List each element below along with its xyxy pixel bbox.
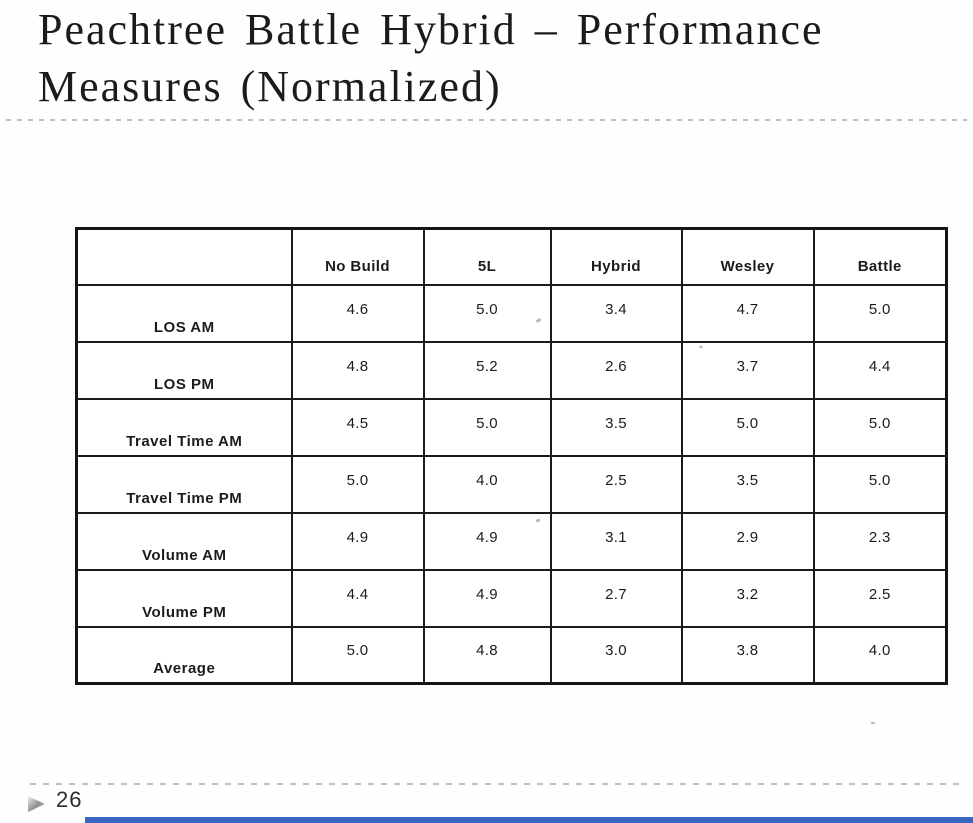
- col-header-battle: Battle: [812, 227, 948, 286]
- cell-value: 4.5: [290, 397, 425, 457]
- table-header-row: No Build 5L Hybrid Wesley Battle: [75, 227, 948, 286]
- table-row-average: Average 5.0 4.8 3.0 3.8 4.0: [75, 625, 948, 685]
- table-row-travel-time-am: Travel Time AM 4.5 5.0 3.5 5.0 5.0: [75, 397, 948, 457]
- cell-value: 4.9: [422, 511, 552, 571]
- cell-value: 5.0: [812, 283, 948, 343]
- table-row-los-pm: LOS PM 4.8 5.2 2.6 3.7 4.4: [75, 340, 948, 400]
- bottom-accent-bar: [85, 817, 973, 823]
- col-header-5l: 5L: [422, 227, 552, 286]
- cell-value: 5.0: [290, 454, 425, 514]
- page-number: 26: [56, 787, 83, 812]
- cell-value: 4.0: [422, 454, 552, 514]
- cell-value: 2.3: [812, 511, 948, 571]
- cell-value: 3.2: [680, 568, 815, 628]
- cell-value: 5.0: [422, 283, 552, 343]
- corner-cell: [75, 227, 293, 286]
- cell-value: 2.9: [680, 511, 815, 571]
- cell-value: 4.6: [290, 283, 425, 343]
- row-label: LOS PM: [75, 340, 293, 400]
- title-divider: [6, 119, 967, 121]
- cell-value: 3.5: [680, 454, 815, 514]
- scan-speck: [871, 722, 875, 724]
- cell-value: 4.7: [680, 283, 815, 343]
- performance-table: No Build 5L Hybrid Wesley Battle LOS AM …: [75, 227, 948, 685]
- arrow-bullet-icon: [28, 796, 45, 812]
- cell-value: 2.5: [549, 454, 683, 514]
- col-header-no-build: No Build: [290, 227, 425, 286]
- footer-divider: [30, 783, 966, 785]
- cell-value: 5.0: [812, 397, 948, 457]
- col-header-wesley: Wesley: [680, 227, 815, 286]
- cell-value: 5.0: [422, 397, 552, 457]
- cell-value: 5.0: [680, 397, 815, 457]
- row-label: LOS AM: [75, 283, 293, 343]
- cell-value: 2.5: [812, 568, 948, 628]
- cell-value: 4.0: [812, 625, 948, 685]
- row-label: Average: [75, 625, 293, 685]
- row-label: Volume AM: [75, 511, 293, 571]
- cell-value: 4.4: [812, 340, 948, 400]
- cell-value: 4.8: [422, 625, 552, 685]
- cell-value: 4.9: [290, 511, 425, 571]
- cell-value: 3.8: [680, 625, 815, 685]
- cell-value: 4.8: [290, 340, 425, 400]
- cell-value: 4.4: [290, 568, 425, 628]
- cell-value: 3.4: [549, 283, 683, 343]
- table-row-volume-am: Volume AM 4.9 4.9 3.1 2.9 2.3: [75, 511, 948, 571]
- table-row-los-am: LOS AM 4.6 5.0 3.4 4.7 5.0: [75, 283, 948, 343]
- row-label: Travel Time PM: [75, 454, 293, 514]
- cell-value: 5.2: [422, 340, 552, 400]
- cell-value: 3.1: [549, 511, 683, 571]
- table-row-volume-pm: Volume PM 4.4 4.9 2.7 3.2 2.5: [75, 568, 948, 628]
- cell-value: 3.7: [680, 340, 815, 400]
- page-title: Peachtree Battle Hybrid – Performance Me…: [38, 5, 824, 111]
- row-label: Travel Time AM: [75, 397, 293, 457]
- cell-value: 2.7: [549, 568, 683, 628]
- cell-value: 3.0: [549, 625, 683, 685]
- cell-value: 4.9: [422, 568, 552, 628]
- row-label: Volume PM: [75, 568, 293, 628]
- cell-value: 3.5: [549, 397, 683, 457]
- table-row-travel-time-pm: Travel Time PM 5.0 4.0 2.5 3.5 5.0: [75, 454, 948, 514]
- cell-value: 5.0: [290, 625, 425, 685]
- cell-value: 5.0: [812, 454, 948, 514]
- cell-value: 2.6: [549, 340, 683, 400]
- col-header-hybrid: Hybrid: [549, 227, 683, 286]
